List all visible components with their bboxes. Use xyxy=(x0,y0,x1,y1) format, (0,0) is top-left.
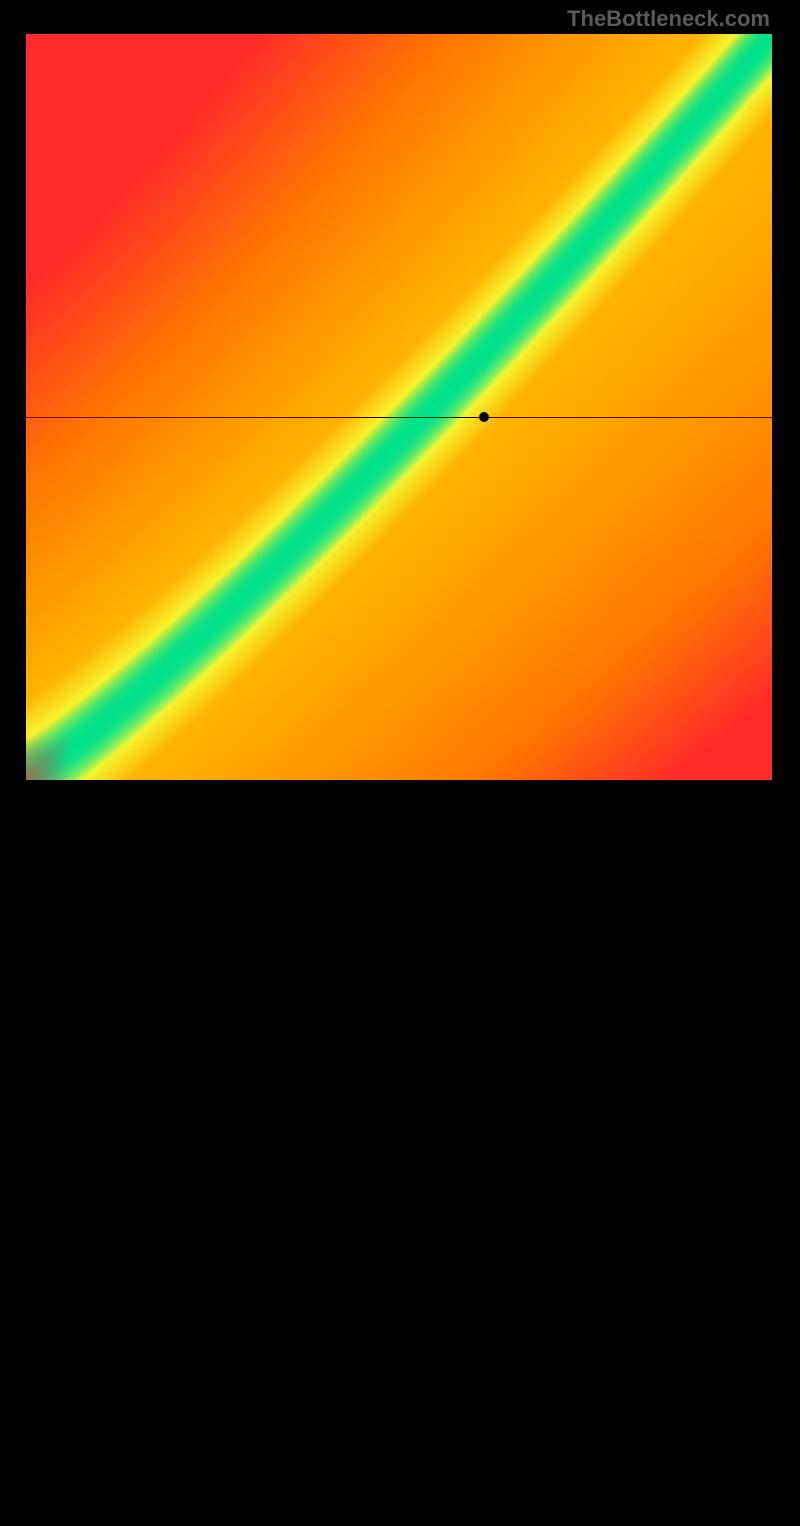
heatmap-canvas xyxy=(26,34,772,780)
watermark-text: TheBottleneck.com xyxy=(567,6,770,32)
crosshair-horizontal xyxy=(26,417,772,418)
crosshair-marker xyxy=(479,412,489,422)
bottleneck-heatmap-chart xyxy=(26,34,772,780)
crosshair-vertical xyxy=(484,780,485,1526)
